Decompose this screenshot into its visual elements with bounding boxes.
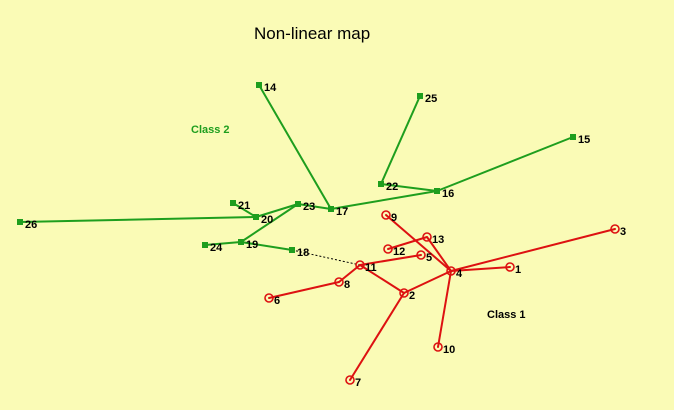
node-label-4: 4 — [456, 268, 463, 280]
class1-label: Class 1 — [487, 309, 526, 321]
node-label-5: 5 — [426, 252, 432, 264]
node-label-6: 6 — [274, 295, 280, 307]
node-label-11: 11 — [365, 262, 377, 274]
class2-node-17 — [328, 206, 334, 212]
node-label-20: 20 — [261, 214, 273, 226]
class2-edge-20-26 — [20, 217, 256, 222]
node-label-2: 2 — [409, 290, 415, 302]
class2-node-20 — [253, 214, 259, 220]
node-label-22: 22 — [386, 181, 398, 193]
class2-node-22 — [378, 181, 384, 187]
node-label-16: 16 — [442, 188, 454, 200]
node-label-24: 24 — [210, 242, 223, 254]
class2-node-21 — [230, 200, 236, 206]
class1-node-2 — [400, 289, 408, 297]
node-label-21: 21 — [238, 200, 250, 212]
edges-layer — [20, 85, 615, 380]
class1-edge-2-7 — [350, 293, 404, 380]
node-label-13: 13 — [432, 234, 444, 246]
class1-edge-4-10 — [438, 271, 451, 347]
node-label-8: 8 — [344, 279, 350, 291]
node-label-25: 25 — [425, 93, 437, 105]
node-label-15: 15 — [578, 134, 590, 146]
node-label-10: 10 — [443, 344, 455, 356]
class2-node-25 — [417, 93, 423, 99]
class1-node-7 — [346, 376, 354, 384]
node-label-14: 14 — [264, 82, 277, 94]
class2-node-18 — [289, 247, 295, 253]
class2-node-15 — [570, 134, 576, 140]
class2-edge-15-16 — [437, 137, 573, 191]
node-label-1: 1 — [515, 264, 521, 276]
class1-edge-4-3 — [451, 229, 615, 271]
node-label-9: 9 — [391, 212, 397, 224]
nodes-layer — [17, 82, 619, 384]
class2-edge-14-17 — [259, 85, 331, 209]
node-label-17: 17 — [336, 206, 348, 218]
class2-node-19 — [238, 239, 244, 245]
node-label-26: 26 — [25, 219, 37, 231]
class2-edge-25-22 — [381, 96, 420, 184]
node-label-23: 23 — [303, 201, 315, 213]
diagram-title: Non-linear map — [254, 24, 370, 43]
node-label-3: 3 — [620, 226, 626, 238]
class1-node-9 — [382, 211, 390, 219]
class2-node-16 — [434, 188, 440, 194]
node-label-7: 7 — [355, 377, 361, 389]
class2-label: Class 2 — [191, 124, 230, 136]
class2-node-24 — [202, 242, 208, 248]
node-label-12: 12 — [393, 246, 405, 258]
node-label-19: 19 — [246, 239, 258, 251]
class2-node-23 — [295, 201, 301, 207]
node-label-18: 18 — [297, 247, 309, 259]
class2-node-14 — [256, 82, 262, 88]
class2-node-26 — [17, 219, 23, 225]
